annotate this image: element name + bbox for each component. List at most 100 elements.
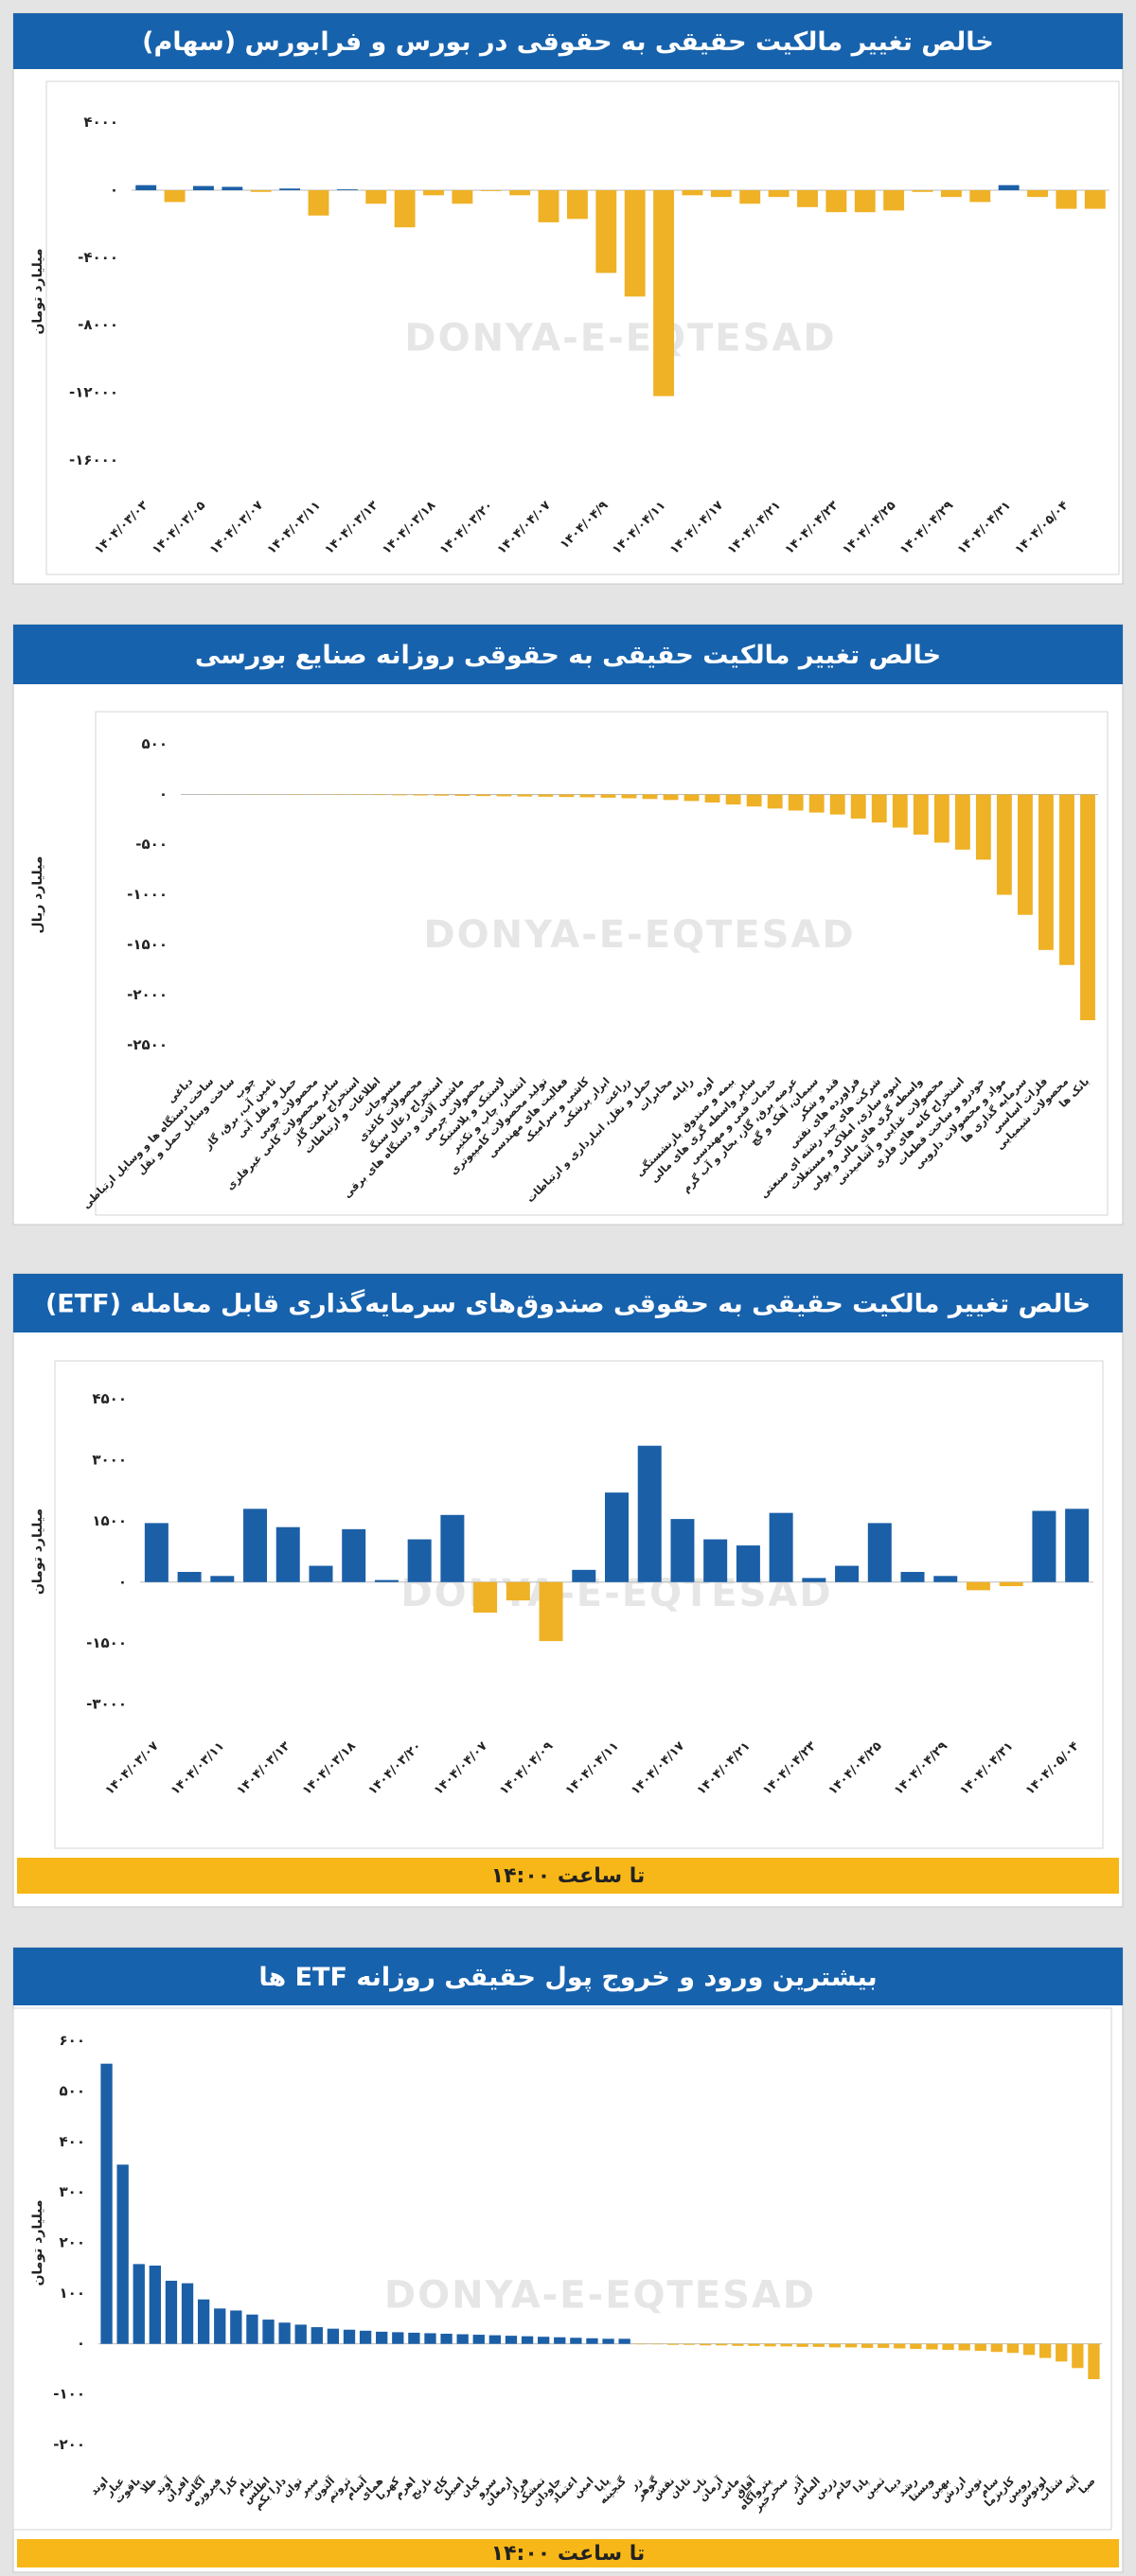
bar bbox=[764, 2343, 776, 2347]
y-tick-label: -۲۰۰ bbox=[53, 2436, 85, 2453]
bar bbox=[250, 190, 272, 192]
y-tick-label: -۲۵۰۰ bbox=[127, 1036, 168, 1053]
footer-bar bbox=[17, 2539, 1119, 2567]
bar bbox=[193, 185, 214, 190]
bar bbox=[788, 794, 804, 811]
bar bbox=[883, 190, 905, 211]
bar bbox=[144, 1523, 169, 1582]
bar bbox=[473, 1581, 498, 1613]
bar bbox=[748, 2343, 760, 2346]
bar bbox=[602, 2338, 614, 2344]
bar bbox=[732, 2343, 744, 2346]
bar bbox=[926, 2343, 938, 2350]
bar bbox=[1017, 794, 1033, 915]
watermark: DONYA-E-EQTESAD bbox=[423, 913, 855, 957]
y-tick-label: -۴۰۰۰ bbox=[78, 249, 118, 266]
bar bbox=[365, 190, 387, 204]
y-tick-label: ۴۰۰ bbox=[60, 2133, 85, 2150]
bar bbox=[278, 2322, 291, 2344]
bar bbox=[624, 190, 646, 297]
bar bbox=[586, 2338, 598, 2344]
bar bbox=[1027, 190, 1048, 198]
y-tick-label: -۱۵۰۰ bbox=[127, 936, 168, 953]
bar bbox=[666, 2343, 680, 2345]
plot-frame bbox=[95, 711, 1109, 1216]
bar bbox=[854, 190, 876, 213]
bar bbox=[850, 794, 866, 819]
bar bbox=[966, 1581, 990, 1591]
bar bbox=[653, 190, 675, 397]
bar bbox=[998, 185, 1020, 190]
bar bbox=[802, 1578, 826, 1582]
bar bbox=[506, 1581, 530, 1601]
bar bbox=[243, 1509, 268, 1582]
bar bbox=[829, 794, 845, 815]
y-axis-title: میلیارد ریال bbox=[30, 856, 45, 934]
bar bbox=[342, 1528, 366, 1582]
y-tick-label: ۳۰۰ bbox=[60, 2183, 85, 2200]
bar bbox=[279, 188, 301, 190]
bar bbox=[116, 2164, 129, 2344]
bar bbox=[746, 794, 762, 807]
bar bbox=[999, 1581, 1023, 1587]
bar bbox=[181, 2283, 194, 2344]
bar bbox=[739, 190, 761, 204]
bar bbox=[197, 2299, 210, 2344]
footer-text: تا ساعت ۱۴:۰۰ bbox=[491, 1864, 646, 1888]
bar bbox=[1080, 794, 1095, 1020]
bar bbox=[844, 2343, 858, 2348]
bar bbox=[767, 794, 783, 809]
bar bbox=[538, 794, 554, 797]
bar bbox=[954, 794, 970, 850]
bar bbox=[262, 2320, 275, 2344]
y-tick-label: ۲۰۰ bbox=[60, 2234, 85, 2251]
bar bbox=[488, 2335, 502, 2344]
bar bbox=[703, 1539, 728, 1582]
bar bbox=[828, 2343, 842, 2348]
bar bbox=[769, 1512, 793, 1582]
bar bbox=[496, 794, 512, 797]
watermark: DONYA-E-EQTESAD bbox=[384, 2274, 816, 2318]
card bbox=[12, 12, 1124, 585]
bar bbox=[683, 2343, 696, 2345]
bar bbox=[604, 1492, 630, 1582]
bar bbox=[912, 190, 933, 192]
bar bbox=[637, 1445, 662, 1582]
bar bbox=[336, 189, 358, 190]
card bbox=[12, 1947, 1124, 2573]
bar bbox=[900, 1572, 925, 1582]
bar bbox=[670, 1519, 695, 1582]
bar bbox=[634, 2343, 647, 2345]
bar bbox=[505, 2336, 518, 2344]
bar bbox=[164, 190, 186, 203]
bar bbox=[933, 1576, 958, 1582]
bar bbox=[867, 1523, 892, 1582]
y-tick-label: ۳۰۰۰ bbox=[92, 1451, 127, 1468]
bar bbox=[835, 1565, 860, 1582]
bar bbox=[570, 2338, 582, 2344]
chart-title: خالص تغییر مالکیت حقیقی به حقوقی روزانه … bbox=[195, 641, 941, 670]
bar bbox=[413, 794, 429, 796]
bar bbox=[1032, 1510, 1056, 1582]
bar bbox=[135, 185, 157, 190]
bar bbox=[566, 190, 588, 220]
bar bbox=[725, 794, 741, 805]
bar bbox=[579, 794, 595, 798]
bar bbox=[509, 190, 531, 196]
bar bbox=[642, 794, 658, 800]
bar bbox=[559, 794, 575, 798]
bar bbox=[480, 190, 502, 191]
bar bbox=[1038, 794, 1054, 950]
card bbox=[12, 624, 1124, 1226]
bar bbox=[434, 794, 450, 796]
footer-text: تا ساعت ۱۴:۰۰ bbox=[491, 2542, 646, 2566]
bar bbox=[230, 2310, 242, 2344]
header bbox=[13, 1274, 1123, 1332]
y-tick-label: ۱۰۰ bbox=[60, 2285, 85, 2302]
bar bbox=[440, 2334, 453, 2344]
y-tick-label: -۳۰۰۰ bbox=[86, 1695, 127, 1712]
bar bbox=[149, 2266, 161, 2344]
bar bbox=[327, 2328, 340, 2344]
bar bbox=[1022, 2343, 1036, 2355]
